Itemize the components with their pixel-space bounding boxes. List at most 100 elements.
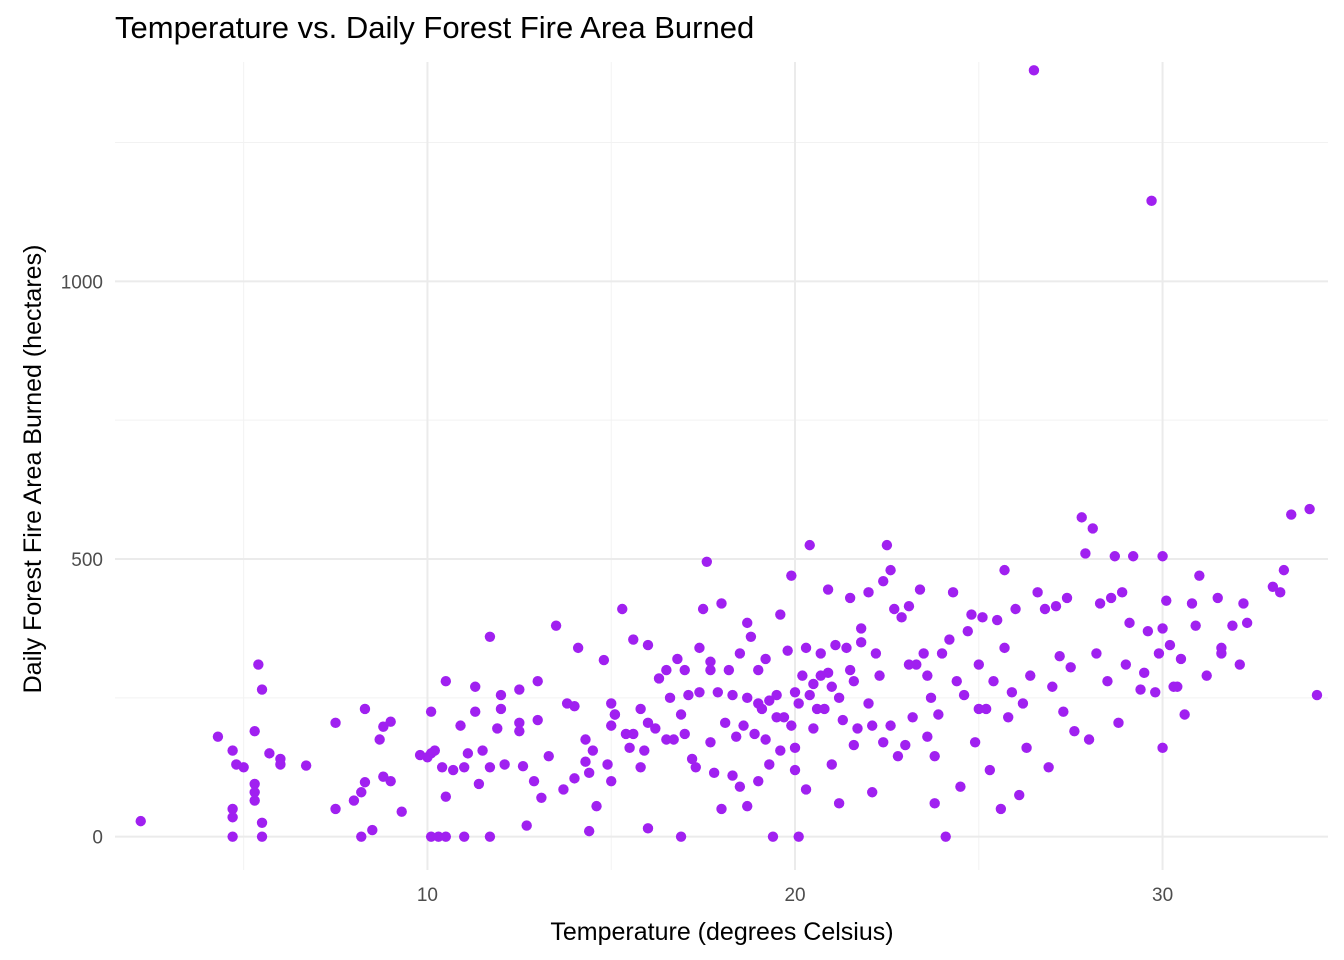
- data-point: [447, 764, 459, 776]
- data-point: [1087, 523, 1098, 534]
- data-point: [889, 603, 900, 615]
- data-point: [793, 698, 804, 709]
- y-axis-title: Daily Forest Fire Area Burned (hectares): [19, 245, 47, 694]
- data-point: [227, 803, 238, 815]
- data-point: [1116, 587, 1128, 598]
- data-point: [708, 767, 720, 779]
- data-point: [705, 664, 716, 676]
- data-point: [775, 609, 786, 620]
- data-point: [918, 648, 929, 659]
- data-point: [852, 723, 863, 734]
- data-point: [1146, 195, 1157, 207]
- data-point: [863, 587, 874, 598]
- data-point: [966, 609, 977, 620]
- data-point: [1127, 551, 1139, 562]
- data-point: [973, 703, 985, 715]
- data-point: [753, 775, 764, 787]
- data-point: [359, 703, 371, 715]
- data-point: [1164, 639, 1176, 651]
- data-point: [745, 631, 757, 642]
- data-point: [572, 642, 584, 654]
- data-point: [580, 756, 591, 767]
- data-point: [1021, 742, 1032, 754]
- data-point: [1113, 717, 1124, 729]
- data-point: [878, 576, 889, 587]
- data-point: [867, 720, 878, 731]
- data-point: [462, 748, 474, 759]
- data-point: [378, 721, 389, 732]
- data-point: [958, 689, 970, 701]
- data-point: [1275, 587, 1286, 598]
- data-point: [782, 645, 793, 656]
- data-point: [925, 692, 937, 704]
- data-point: [760, 653, 771, 665]
- data-point: [1311, 689, 1323, 701]
- data-point: [786, 570, 797, 581]
- data-point: [440, 831, 452, 842]
- chart-title: Temperature vs. Daily Forest Fire Area B…: [115, 10, 755, 45]
- data-points: [135, 65, 1323, 842]
- data-point: [477, 745, 488, 756]
- data-point: [532, 675, 543, 687]
- data-point: [753, 664, 764, 676]
- data-point: [495, 703, 507, 715]
- data-point: [819, 703, 830, 715]
- data-point: [929, 750, 940, 762]
- data-point: [811, 703, 823, 715]
- data-point: [1238, 598, 1249, 609]
- data-point: [543, 750, 554, 762]
- data-point: [1161, 595, 1172, 606]
- data-point: [940, 831, 951, 842]
- data-point: [1153, 648, 1165, 659]
- data-point: [1043, 762, 1054, 773]
- data-point: [826, 759, 837, 770]
- data-point: [1212, 592, 1223, 604]
- data-point: [980, 703, 992, 715]
- data-point: [789, 742, 801, 754]
- data-point: [650, 723, 661, 734]
- data-point: [683, 689, 694, 701]
- data-point: [705, 656, 716, 667]
- data-point: [789, 764, 801, 776]
- data-point: [672, 653, 683, 665]
- y-axis-ticks: 0 500 1000: [61, 272, 103, 848]
- data-point: [793, 831, 804, 842]
- data-point: [256, 684, 268, 695]
- data-point: [988, 675, 999, 687]
- data-point: [1050, 601, 1062, 612]
- data-point: [697, 603, 709, 615]
- data-point: [833, 692, 845, 704]
- data-point: [694, 642, 705, 654]
- data-point: [969, 737, 981, 748]
- data-point: [775, 745, 786, 756]
- data-point: [264, 748, 275, 759]
- data-point: [1267, 581, 1279, 592]
- data-point: [885, 564, 896, 576]
- data-point: [1017, 698, 1029, 709]
- data-point: [609, 709, 621, 720]
- data-point: [628, 728, 639, 740]
- data-point: [734, 781, 746, 792]
- data-point: [815, 648, 826, 659]
- data-point: [536, 792, 547, 804]
- data-point: [848, 675, 860, 687]
- data-point: [855, 637, 867, 648]
- data-point: [675, 831, 687, 842]
- data-point: [808, 723, 819, 734]
- data-point: [800, 642, 812, 654]
- data-point: [903, 659, 915, 670]
- data-point: [1109, 551, 1121, 562]
- data-point: [1194, 570, 1205, 581]
- data-point: [238, 762, 249, 773]
- data-point: [830, 639, 841, 651]
- data-point: [249, 795, 260, 806]
- data-point: [867, 787, 878, 798]
- y-tick-label: 500: [71, 550, 103, 571]
- data-point: [569, 773, 580, 784]
- data-point: [1028, 65, 1040, 76]
- data-point: [804, 539, 815, 551]
- data-point: [429, 745, 440, 756]
- data-point: [896, 612, 907, 623]
- data-point: [804, 689, 815, 701]
- data-point: [742, 800, 753, 812]
